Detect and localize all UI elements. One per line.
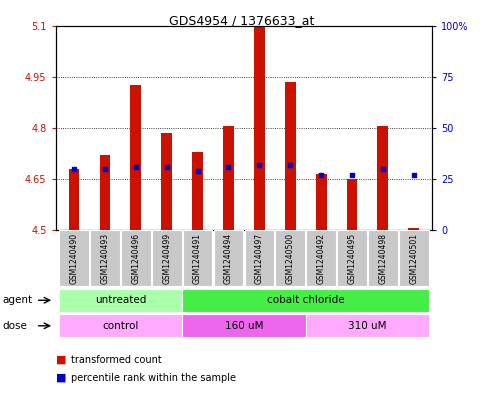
Bar <box>58 314 182 338</box>
Point <box>225 163 232 170</box>
Bar <box>152 230 182 286</box>
Bar <box>368 230 398 286</box>
Point <box>132 163 140 170</box>
Point <box>70 165 78 172</box>
Bar <box>99 155 110 230</box>
Text: agent: agent <box>2 295 32 305</box>
Text: ■: ■ <box>56 373 66 383</box>
Text: 310 uM: 310 uM <box>348 321 387 331</box>
Bar <box>182 314 306 338</box>
Bar <box>337 230 367 286</box>
Text: dose: dose <box>2 321 28 331</box>
Bar <box>58 288 182 312</box>
Point <box>101 165 109 172</box>
Bar <box>183 230 213 286</box>
Bar <box>69 169 80 230</box>
Text: GSM1240501: GSM1240501 <box>409 233 418 284</box>
Bar <box>161 133 172 230</box>
Text: GSM1240497: GSM1240497 <box>255 233 264 284</box>
Text: GSM1240495: GSM1240495 <box>347 233 356 284</box>
Text: GSM1240491: GSM1240491 <box>193 233 202 284</box>
Bar <box>59 230 89 286</box>
Point <box>379 165 387 172</box>
Text: GSM1240492: GSM1240492 <box>317 233 326 284</box>
Text: GSM1240494: GSM1240494 <box>224 233 233 284</box>
Text: GSM1240498: GSM1240498 <box>378 233 387 284</box>
Text: GSM1240490: GSM1240490 <box>70 233 79 284</box>
Point <box>286 162 294 168</box>
Bar <box>306 314 429 338</box>
Text: transformed count: transformed count <box>71 354 162 365</box>
Bar <box>130 85 141 230</box>
Bar <box>182 288 429 312</box>
Point <box>163 163 170 170</box>
Text: GSM1240496: GSM1240496 <box>131 233 141 284</box>
Text: cobalt chloride: cobalt chloride <box>267 295 344 305</box>
Point <box>256 162 263 168</box>
Point <box>317 172 325 178</box>
Point <box>410 172 418 178</box>
Point <box>194 167 201 174</box>
Text: 160 uM: 160 uM <box>225 321 263 331</box>
Bar <box>399 230 428 286</box>
Bar <box>254 27 265 230</box>
Text: control: control <box>102 321 139 331</box>
Bar <box>408 228 419 230</box>
Bar <box>378 126 388 230</box>
Bar <box>90 230 120 286</box>
Text: ■: ■ <box>56 354 66 365</box>
Point <box>348 172 356 178</box>
Bar <box>223 126 234 230</box>
Bar <box>306 230 336 286</box>
Bar <box>244 230 274 286</box>
Bar <box>213 230 243 286</box>
Bar <box>121 230 151 286</box>
Bar <box>275 230 305 286</box>
Text: GDS4954 / 1376633_at: GDS4954 / 1376633_at <box>169 14 314 27</box>
Bar <box>192 152 203 230</box>
Bar <box>347 179 357 230</box>
Text: GSM1240499: GSM1240499 <box>162 233 171 284</box>
Text: GSM1240500: GSM1240500 <box>286 233 295 284</box>
Text: GSM1240493: GSM1240493 <box>100 233 110 284</box>
Bar <box>285 82 296 230</box>
Text: untreated: untreated <box>95 295 146 305</box>
Bar <box>316 174 327 230</box>
Text: percentile rank within the sample: percentile rank within the sample <box>71 373 237 383</box>
